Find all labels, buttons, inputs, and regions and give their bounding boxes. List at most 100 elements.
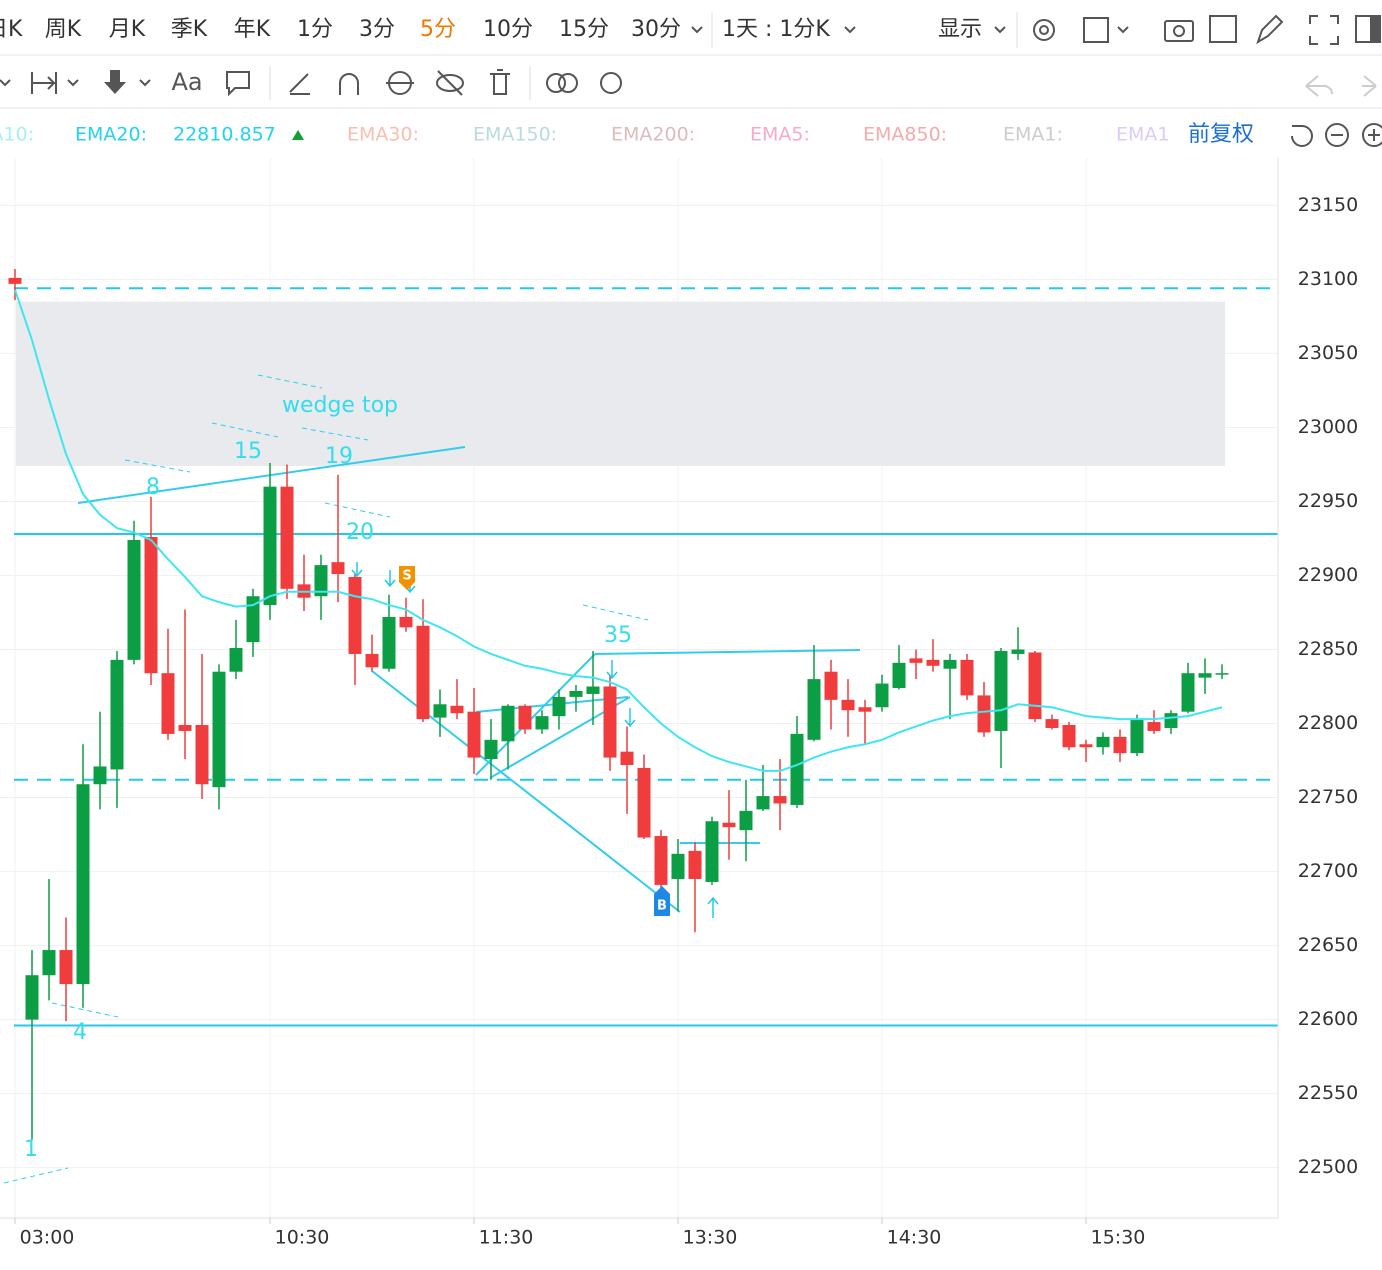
period[interactable]: 季K [171,17,208,42]
annotations: wedge top 15 19 8 20 35 4 1 S B [24,393,670,1162]
comment-icon[interactable] [226,71,250,97]
candle-body [280,486,294,589]
zoom-out-icon[interactable] [1325,123,1349,147]
range-select[interactable]: 1天 : 1分K [722,17,830,42]
candle-body [25,975,39,1020]
legend-item: EMA10: [0,124,34,146]
candle-body [705,821,719,882]
candle-body [1011,649,1025,654]
candle-body [450,705,464,714]
period[interactable]: 10分 [483,17,533,42]
camera-icon[interactable] [1164,20,1194,42]
period[interactable]: 30分 [631,17,681,42]
candle-body [501,705,515,742]
range-icon[interactable] [31,72,57,94]
y-tick-label: 22550 [1298,1082,1358,1104]
line-tool[interactable] [289,73,310,95]
redo-icon[interactable] [1362,75,1377,97]
period[interactable]: 1分 [297,17,333,42]
legend-item: EMA150: [473,124,557,146]
period[interactable]: 15分 [559,17,609,42]
period-active[interactable]: 5分 [420,17,456,42]
plus [1368,129,1380,141]
candle-body [1028,652,1042,720]
adjust-toggle[interactable]: 前复权 [1188,122,1254,147]
trash-icon[interactable] [490,69,510,95]
compare-icon[interactable] [546,73,566,93]
down-arrow [351,562,363,578]
period[interactable]: 周K [45,17,82,42]
hide-slash [437,70,463,96]
reset-icon[interactable] [1291,125,1313,147]
edit-image-icon[interactable] [1209,15,1237,43]
candle-body [722,822,736,828]
legend-value: 22810.857 [173,124,276,146]
period[interactable]: 日K [0,17,23,42]
candle-body [1045,719,1059,728]
period[interactable]: 月K [109,17,146,42]
y-tick-label: 22650 [1298,934,1358,956]
candle-body [688,850,702,879]
candle-body [586,686,600,694]
settings-icon[interactable] [600,72,622,94]
x-tick-label: 15:30 [1091,1227,1146,1249]
dash-mark [211,422,279,438]
chevron[interactable] [0,79,11,87]
candle-body [1147,722,1161,731]
down-arrow-icon[interactable] [104,70,126,94]
chevron[interactable] [67,79,79,87]
annotation: 1 [24,1137,38,1162]
sell-label: S [402,569,411,584]
settings-icon-core [1039,25,1049,35]
square-icon[interactable] [1083,17,1109,43]
candle-body [144,536,158,674]
candle-body [994,650,1008,731]
candle-body [926,659,940,666]
panel-icon-fill [1370,16,1380,42]
candle-body [841,699,855,711]
magnet-icon[interactable] [339,73,359,95]
y-tick-label: 22500 [1298,1156,1358,1178]
zone-layer [16,301,1225,466]
fullscreen-icon[interactable] [1309,15,1339,45]
y-tick-label: 22700 [1298,860,1358,882]
ema-line [14,289,1223,772]
dash-mark [3,1167,69,1184]
pen-icon[interactable] [1256,14,1284,45]
display-menu[interactable]: 显示 [938,17,982,42]
annotation: wedge top [282,393,398,418]
chevron[interactable] [994,26,1006,34]
dash-mark [324,502,391,518]
candle-body [1130,719,1144,754]
hide-icon[interactable] [436,74,464,92]
sell-marker[interactable] [399,566,415,590]
compare-icon-2 [558,73,578,93]
period[interactable]: 年K [234,17,271,42]
candle-body [8,277,22,284]
candle-body [246,596,260,643]
up-arrow [707,896,719,918]
settings-icon[interactable] [1033,19,1055,41]
chevron[interactable] [139,79,151,87]
candle-body [348,576,362,654]
dash-mark [51,1002,119,1018]
text-tool[interactable]: Aa [171,68,202,96]
chevron[interactable] [691,26,703,34]
buy-marker[interactable] [654,886,670,916]
candle-body [161,673,175,734]
chevron[interactable] [844,26,856,34]
candle-body [1079,744,1093,748]
chevron[interactable] [1117,26,1129,34]
x-tick-label: 11:30 [479,1227,534,1249]
y-tick-label: 22750 [1298,786,1358,808]
candle-body [76,784,90,985]
candle-body [960,659,974,696]
undo-icon[interactable] [1305,75,1333,97]
period[interactable]: 3分 [359,17,395,42]
candle-body [1181,673,1195,712]
legend-item: EMA1 [1116,124,1169,146]
annotation: 15 [234,439,262,464]
zoom-in-icon[interactable] [1362,123,1382,147]
trendline [475,696,629,713]
candle-body [212,671,226,788]
